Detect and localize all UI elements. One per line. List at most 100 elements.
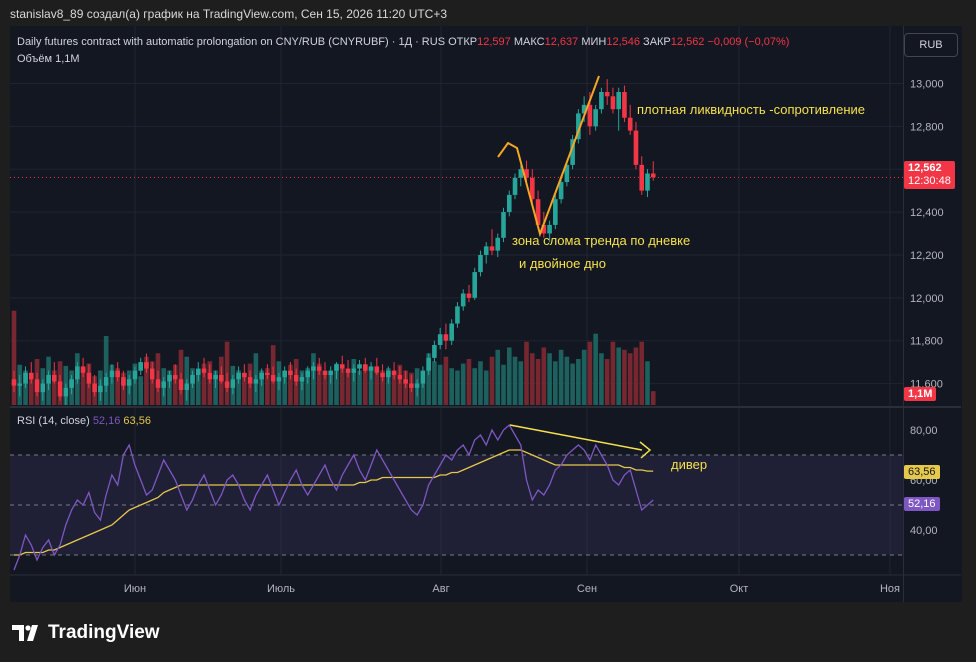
candle-body: [305, 370, 311, 378]
candle-body: [512, 177, 518, 195]
time-tick-label: Ноя: [880, 583, 900, 595]
candle-body: [506, 194, 512, 213]
candle-body: [489, 246, 495, 251]
candle-body: [587, 104, 593, 127]
currency-button[interactable]: RUB: [904, 33, 958, 57]
tradingview-logo-icon: [12, 625, 38, 641]
candle-body: [345, 368, 351, 373]
candle-body: [195, 368, 201, 375]
annotation-trend-break[interactable]: зона слома тренда по дневке: [512, 233, 691, 248]
volume-bar: [506, 347, 512, 405]
volume-bar: [650, 391, 656, 405]
time-tick-label: Июн: [124, 583, 146, 595]
volume-bar: [576, 359, 581, 405]
candle-body: [144, 362, 149, 369]
high-label: МАКС: [513, 36, 545, 48]
volume-bar: [386, 368, 391, 405]
countdown: 12:30:48: [908, 175, 951, 187]
rsi-tick-label: 40,00: [910, 525, 938, 537]
candle-body: [138, 362, 143, 371]
volume-bar: [316, 363, 322, 405]
volume-bar: [103, 336, 109, 405]
candle-body: [155, 379, 161, 388]
candle-body: [334, 364, 339, 371]
volume-bar: [616, 347, 621, 405]
volume-bar: [11, 310, 17, 405]
volume-bar: [645, 361, 650, 405]
volume-legend[interactable]: Объём 1,1M: [17, 53, 80, 65]
time-tick-label: Окт: [730, 583, 749, 595]
candle-body: [351, 368, 357, 373]
candle-body: [276, 377, 282, 382]
candle-body: [63, 387, 69, 397]
symbol-legend[interactable]: Daily futures contract with automatic pr…: [17, 36, 789, 48]
rsi-lines: [13, 423, 654, 571]
candle-body: [570, 139, 575, 165]
candle-body: [558, 182, 564, 200]
candle-body: [524, 169, 529, 178]
volume-bar: [201, 363, 207, 405]
candle-body: [432, 344, 437, 358]
candle-body: [495, 237, 501, 251]
candle-body: [69, 379, 74, 388]
volume-bar: [368, 368, 374, 405]
candle-body: [362, 364, 368, 371]
rsi-value: 52,16: [92, 415, 121, 427]
rsi-line: [13, 423, 654, 571]
candle-body: [316, 366, 322, 371]
rsi-legend[interactable]: RSI (14, close) 52,16 63,56: [17, 415, 151, 427]
volume-bar: [374, 372, 380, 405]
grid: [10, 26, 961, 576]
tradingview-logo[interactable]: TradingView: [12, 622, 160, 644]
candle-body: [17, 383, 23, 386]
chart-header: stanislav8_89 создал(а) график на Tradin…: [10, 7, 448, 21]
candle-body: [242, 372, 247, 378]
open-label: ОТКР: [448, 36, 478, 48]
rsi-band-fill: [10, 455, 903, 555]
candle-body: [213, 374, 218, 380]
candle-body: [259, 372, 264, 380]
candle-body: [409, 383, 414, 388]
volume-bar: [622, 349, 627, 405]
candle-body: [34, 379, 40, 393]
volume-bar: [138, 376, 143, 405]
current-price: 12,562: [908, 162, 942, 174]
candle-body: [650, 173, 656, 178]
volume-bar: [351, 359, 357, 405]
candle-body: [288, 370, 293, 375]
candle-body: [518, 169, 524, 178]
candle-body: [103, 377, 109, 386]
annotation-resistance[interactable]: плотная ликвидность -сопротивление: [637, 102, 865, 117]
candle-body: [455, 306, 460, 324]
low-label: МИН: [581, 36, 607, 48]
annotation-double-bottom[interactable]: и двойное дно: [519, 256, 606, 271]
volume-bar: [599, 353, 604, 405]
volume-bar: [80, 368, 86, 405]
volume-bar: [288, 364, 293, 405]
candle-body: [414, 383, 420, 388]
volume-bar: [535, 359, 541, 405]
candle-body: [270, 374, 276, 382]
candle-body: [610, 96, 616, 110]
candle-body: [126, 379, 132, 386]
price-tick-label: 12,000: [910, 293, 944, 305]
trend-break-arrow: [497, 75, 600, 238]
candle-body: [207, 372, 213, 380]
candle-body: [483, 246, 489, 255]
candle-body: [115, 370, 120, 378]
volume-bar: [362, 364, 368, 405]
candle-body: [52, 374, 57, 382]
rsi-ma-value: 63,56: [123, 415, 151, 427]
candle-body: [57, 381, 63, 397]
volume-tag: 1,1M: [904, 387, 937, 401]
volume-bar: [593, 333, 598, 405]
candle-body: [403, 379, 408, 384]
volume-bar: [489, 356, 495, 405]
price-tick-label: 13,000: [910, 78, 944, 90]
time-tick-label: Авг: [432, 583, 449, 595]
annotation-divergence[interactable]: дивер: [671, 457, 708, 472]
candle-body: [374, 366, 380, 373]
volume-bar: [132, 363, 138, 405]
rsi-divergence-arrowhead: [639, 441, 652, 459]
